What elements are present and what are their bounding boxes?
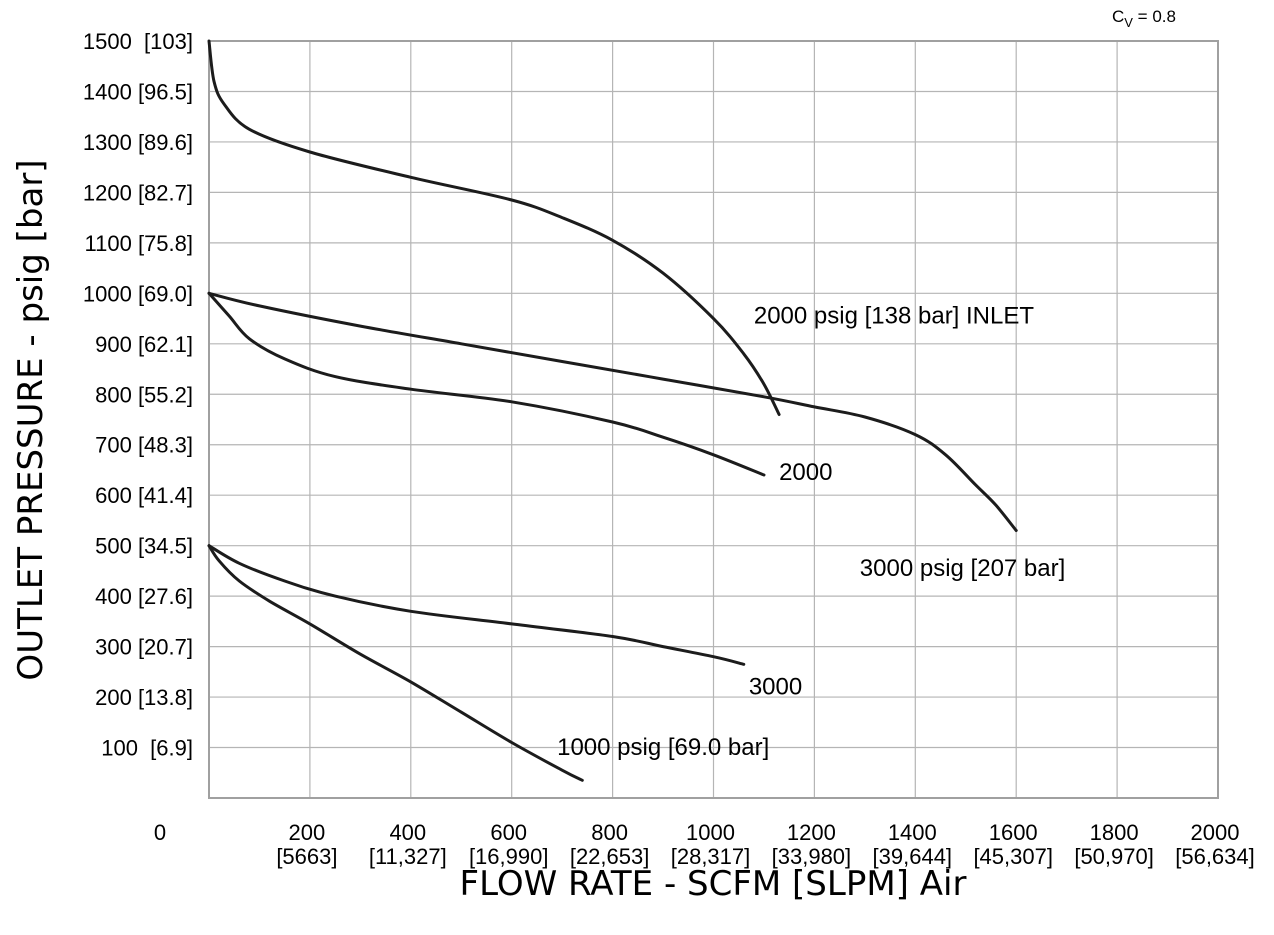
x-tick-label-5: 1200 [787,820,836,845]
curves [207,39,1018,782]
x-tick-sublabel-1: [11,327] [369,844,447,869]
x-tick-sublabel-4: [28,317] [671,844,751,869]
x-tick-label-3: 800 [591,820,628,845]
y-tick-label-5: 600 [41.4] [95,483,193,508]
x-tick-sublabel-0: [5663] [276,844,337,869]
y-tick-label-3: 400 [27.6] [95,584,193,609]
x-tick-sublabel-5: [33,980] [772,844,852,869]
curve-label-4: 1000 psig [69.0 bar] [557,734,769,761]
x-tick-label-0: 200 [289,820,326,845]
x-tick-label-1: 400 [389,820,426,845]
x-tick-sublabel-6: [39,644] [873,844,953,869]
x-tick-sublabel-2: [16,990] [469,844,549,869]
y-tick-label-2: 300 [20.7] [95,635,193,660]
curve-line-2 [207,291,766,477]
y-tick-label-6: 700 [48.3] [95,433,193,458]
y-axis-title: OUTLET PRESSURE - psig [bar] [11,159,51,680]
y-tick-label-14: 1500 [103] [83,29,193,54]
curve-annotations: 2000 psig [138 bar] INLET 2000 3000 psig [… [557,303,1065,761]
y-tick-labels: 100 [6.9] 200 [13.8] 300 [20.7] 400 [27.6] 5… [83,29,193,761]
y-tick-label-12: 1300 [89.6] [83,130,193,155]
curve-label-1: 2000 [779,459,832,486]
y-tick-label-0: 100 [6.9] [101,736,193,761]
curve-label-0: 2000 psig [138 bar] INLET [754,303,1035,330]
x-tick-label-6: 1400 [888,820,937,845]
x-tick-sublabel-9: [56,634] [1175,844,1255,869]
y-tick-label-4: 500 [34.5] [95,534,193,559]
x-tick-label-9: 2000 [1191,820,1240,845]
curve-label-3: 3000 [749,674,802,701]
y-tick-label-11: 1200 [82.7] [83,180,193,205]
y-tick-label-9: 1000 [69.0] [83,281,193,306]
x-tick-label-8: 1800 [1090,820,1139,845]
curve-line-0 [207,39,781,416]
x-origin-label: 0 [154,820,166,845]
curve-line-4 [207,544,584,782]
y-tick-label-10: 1100 [75.8] [85,231,193,256]
cv-label: CV = 0.8 [1112,7,1176,30]
x-tick-sublabel-7: [45,307] [973,844,1053,869]
x-axis-title: FLOW RATE - SCFM [SLPM] Air [460,864,967,904]
y-tick-label-1: 200 [13.8] [95,685,193,710]
curve-label-2: 3000 psig [207 bar] [860,555,1065,582]
y-tick-label-7: 800 [55.2] [95,382,193,407]
y-tick-label-13: 1400 [96.5] [83,79,193,104]
x-tick-label-4: 1000 [686,820,735,845]
grid-lines [209,41,1218,798]
x-tick-sublabel-8: [50,970] [1074,844,1154,869]
curve-line-1 [207,291,1018,532]
y-tick-label-8: 900 [62.1] [95,332,193,357]
curve-line-3 [207,544,746,666]
plot-frame [208,40,1219,799]
x-tick-label-7: 1600 [989,820,1038,845]
x-tick-labels: 200[5663] 400[11,327] 600[16,990] 800[22,65… [276,820,1254,869]
x-tick-sublabel-3: [22,653] [570,844,650,869]
x-tick-label-2: 600 [490,820,527,845]
